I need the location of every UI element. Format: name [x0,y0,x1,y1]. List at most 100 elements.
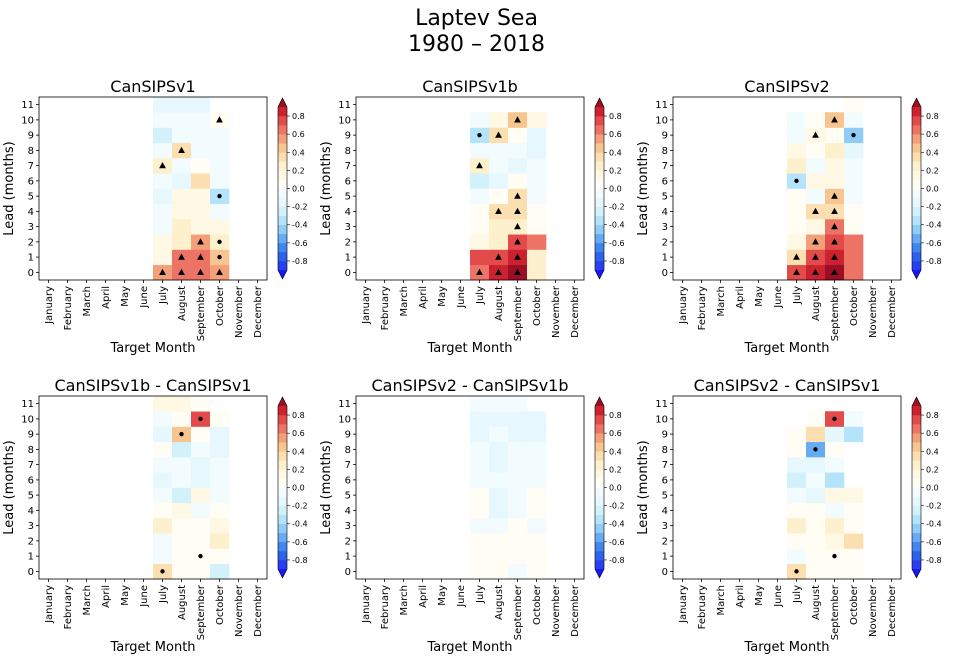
y-tick-label: 1 [28,253,34,264]
y-tick-label: 11 [21,100,34,111]
heatmap-cell [153,457,173,473]
x-tick-label: February [63,286,74,330]
x-tick-label: November [551,285,562,338]
y-tick-label: 10 [21,414,34,425]
x-tick-label: May [120,286,131,307]
significance-dot-marker [851,132,856,138]
y-tick-label: 1 [345,253,351,264]
significance-triangle-marker [793,253,800,260]
y-axis-label: Lead (months) [636,440,651,534]
heatmap-cell [172,188,192,205]
colorbar-segment [278,469,287,479]
colorbar-segment [278,478,287,488]
colorbar-segment [912,442,921,452]
x-tick-label: May [120,585,131,606]
heatmap-cell [191,487,211,504]
significance-triangle-marker [159,268,166,275]
y-tick-label: 8 [662,445,668,456]
heatmap-cell [191,533,211,549]
heatmap-cell [806,158,826,174]
y-tick-label: 0 [28,268,34,279]
heatmap-cell [172,457,192,473]
x-tick-label: May [437,286,448,307]
colorbar-segment [595,215,604,226]
colorbar-segment [595,532,604,543]
colorbar-segment [912,251,921,262]
axes-frame [672,96,902,281]
colorbar-extend-min [912,569,921,578]
colorbar-tick-label: 0.0 [926,185,939,194]
heatmap-cell [844,563,864,580]
colorbar-segment [278,496,287,506]
heatmap-cell [153,441,173,458]
significance-triangle-marker [831,116,838,123]
colorbar-tick-label: 0.6 [292,429,305,438]
colorbar-tick-label: 0.2 [292,465,305,474]
significance-dot-marker [794,178,799,184]
y-tick-label: 1 [345,552,351,563]
y-tick-label: 7 [28,460,34,471]
y-tick-label: 11 [338,399,351,410]
x-tick-label: July [475,585,486,604]
heatmap-cell [508,411,528,427]
significance-dot-marker [217,239,222,245]
y-tick-label: 9 [662,430,668,441]
colorbar-segment [595,496,604,506]
significance-dot-marker [198,416,203,422]
colorbar-segment [278,505,287,515]
x-tick-label: June [456,585,467,608]
significance-triangle-marker [495,268,502,275]
colorbar-tick-label: 0.8 [609,112,622,121]
colorbar-segment [595,116,604,126]
y-tick-label: 5 [345,192,351,203]
colorbar-segment [595,559,604,570]
y-tick-label: 1 [662,552,668,563]
colorbar-segment [278,550,287,561]
y-tick-label: 6 [662,176,668,187]
axes-frame [38,96,268,281]
heatmap-cell [191,203,211,220]
x-tick-label: October [215,584,226,625]
heatmap-cell [470,457,490,473]
x-tick-label: April [101,585,112,608]
heatmap-cell [787,472,807,488]
y-tick-label: 3 [28,521,34,532]
heatmap-cell [172,173,192,189]
heatmap-cell [825,158,845,174]
x-tick-label: February [697,286,708,330]
heatmap-cell [470,426,490,443]
colorbar-segment [912,478,921,488]
colorbar-segment [912,107,921,117]
colorbar-segment [278,134,287,144]
colorbar-tick-label: -0.4 [292,221,308,230]
colorbar-tick-label: 0.0 [292,484,305,493]
x-tick-label: October [532,285,543,326]
heatmap-cell [172,97,192,113]
heatmap-cell [470,203,490,220]
colorbar-extend-min [595,569,604,578]
colorbar-segment [912,116,921,126]
significance-triangle-marker [159,162,166,169]
heatmap-cell [210,441,230,458]
heatmap-cell [806,457,826,473]
x-tick-label: November [868,584,879,637]
y-tick-label: 10 [21,115,34,126]
x-tick-label: September [513,285,524,341]
colorbar-segment [595,487,604,497]
x-tick-label: November [234,285,245,338]
heatmap-cell [489,396,509,412]
heatmap-cell [489,426,509,443]
colorbar-extend-min [278,569,287,578]
x-tick-label: August [494,286,505,321]
y-tick-label: 3 [662,222,668,233]
heatmap-cell [527,142,547,159]
x-tick-label: March [716,286,727,316]
heatmap-cell [844,112,864,128]
heatmap-cell [153,396,173,412]
heatmap-cell [806,548,826,565]
y-tick-label: 0 [345,567,351,578]
heatmap-cell [844,188,864,205]
y-tick-label: 0 [28,567,34,578]
colorbar-tick-label: -0.2 [926,502,942,511]
heatmap-cell [508,158,528,174]
